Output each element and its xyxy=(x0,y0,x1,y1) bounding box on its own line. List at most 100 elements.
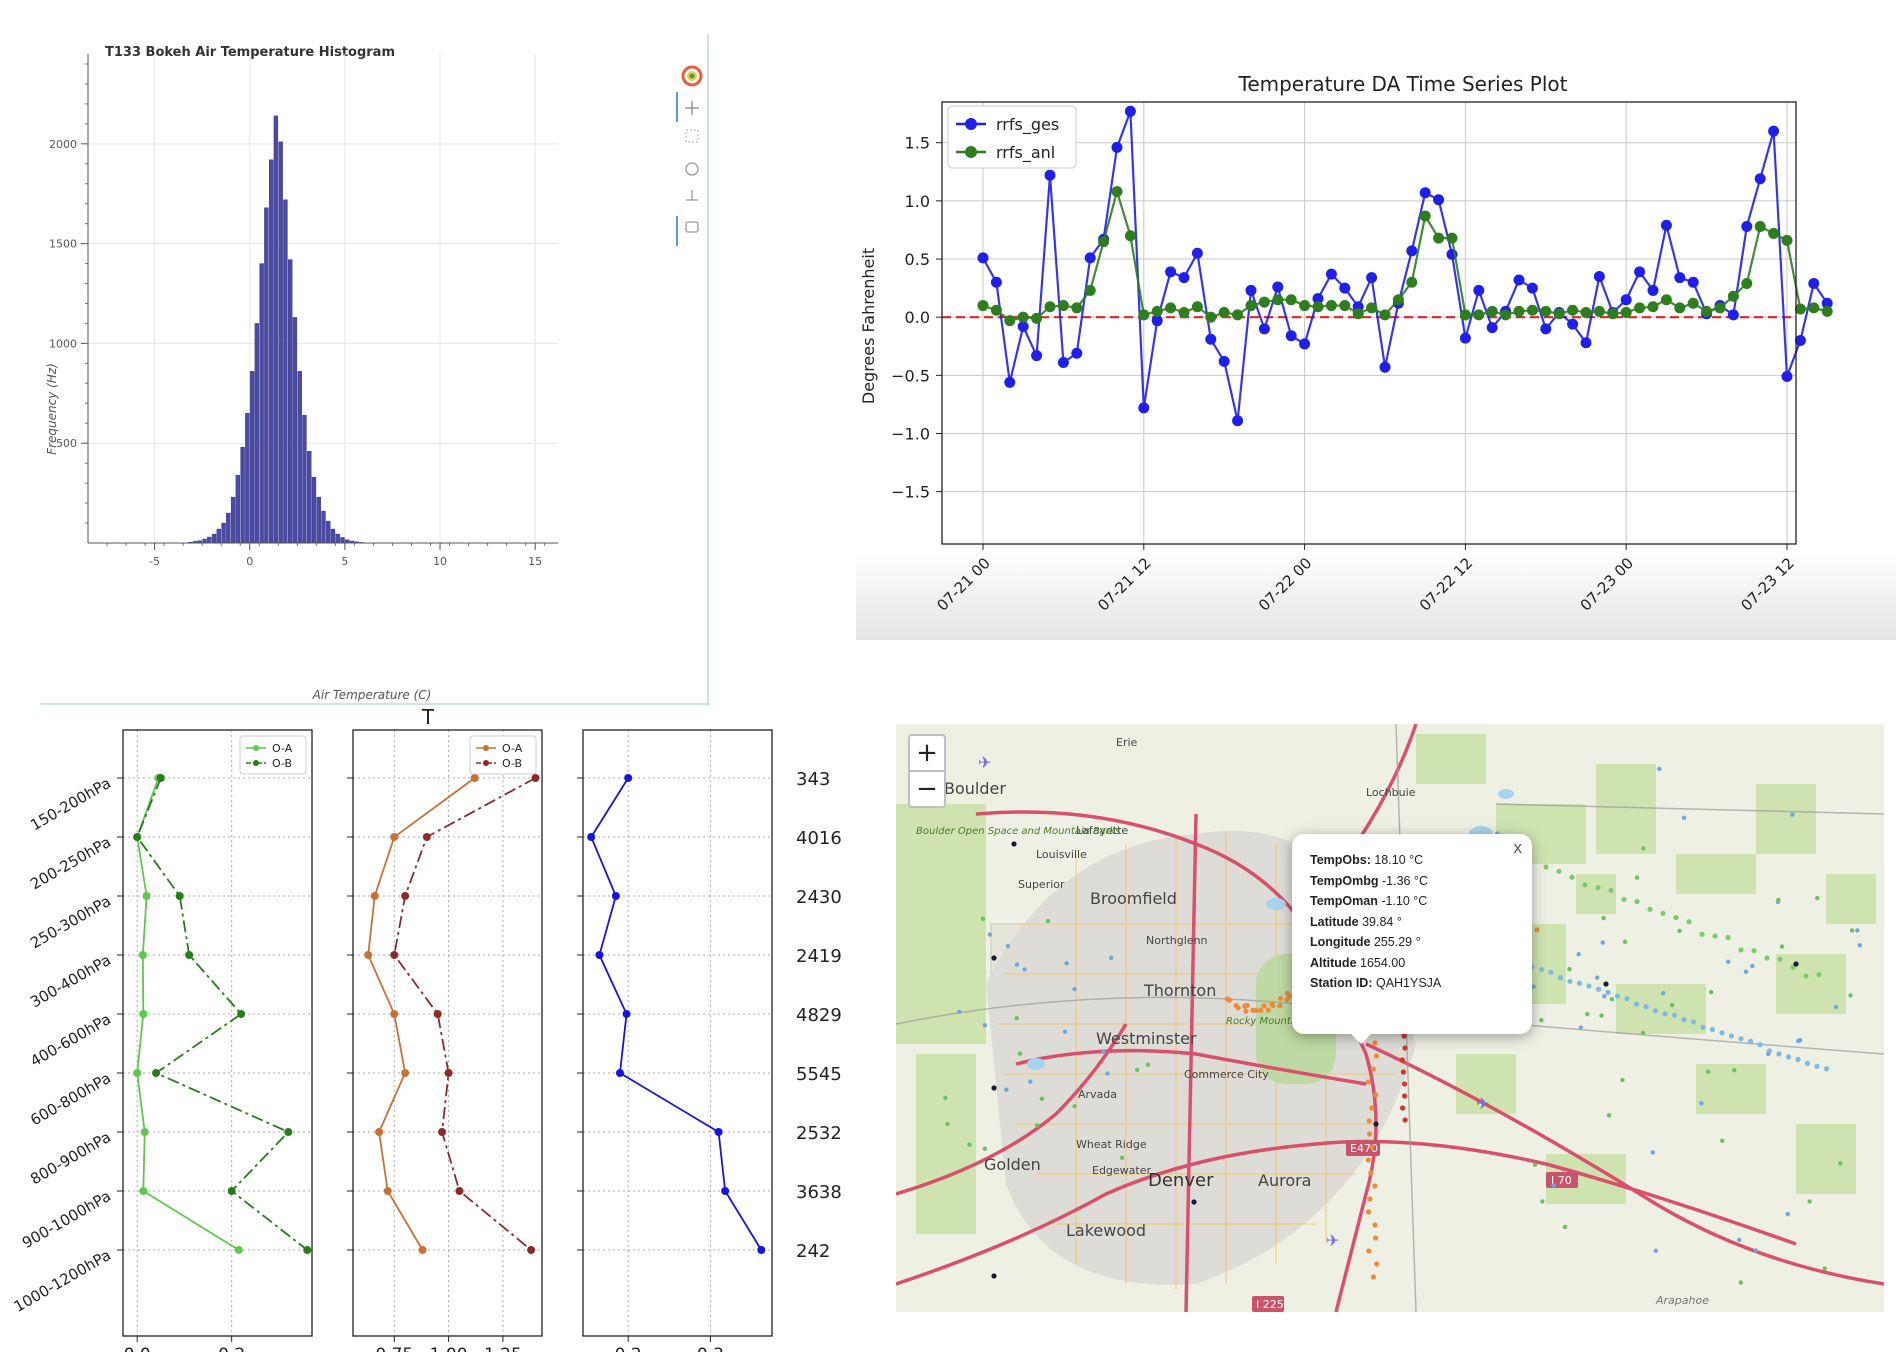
vertical-profile-chart: T 0.00.2BIASO-AO-B0.751.001.25RMSO-AO-B0… xyxy=(11,705,842,1356)
station-marker xyxy=(1848,993,1853,998)
station-marker xyxy=(1578,1025,1583,1030)
point-rrfs_ges xyxy=(1004,376,1016,388)
station-marker xyxy=(1543,864,1549,870)
point-rrfs_ges xyxy=(1580,337,1592,349)
profile-count-label: 5545 xyxy=(796,1064,842,1085)
station-marker xyxy=(1538,966,1545,973)
histogram-bar xyxy=(283,199,288,544)
station-marker xyxy=(1556,868,1562,874)
point-rrfs_ges xyxy=(1071,347,1083,359)
station-marker xyxy=(1785,1211,1790,1217)
zoom-out-button[interactable]: − xyxy=(908,770,946,808)
station-marker xyxy=(957,1009,962,1014)
profile-point xyxy=(139,1187,148,1195)
station-marker xyxy=(1750,963,1755,969)
station-marker xyxy=(1399,1057,1405,1063)
station-marker xyxy=(1681,1017,1687,1023)
profile-frame xyxy=(122,729,313,1337)
station-marker xyxy=(1686,919,1692,925)
popup-row-value: -1.10 °C xyxy=(1381,894,1428,908)
station-marker xyxy=(1028,1079,1033,1084)
station-marker xyxy=(1005,944,1011,949)
station-marker xyxy=(1366,1248,1372,1254)
histogram-bar xyxy=(321,510,326,544)
point-rrfs_anl xyxy=(1111,186,1123,198)
bokeh-logo-icon[interactable] xyxy=(681,65,703,87)
station-marker xyxy=(1064,961,1069,966)
station-marker xyxy=(1661,991,1666,996)
station-marker xyxy=(1548,969,1554,975)
point-rrfs_anl xyxy=(1218,307,1230,319)
profile-legend-marker xyxy=(253,760,259,766)
reset-icon[interactable] xyxy=(685,162,699,176)
point-rrfs_ges xyxy=(1165,266,1177,278)
zoom-in-button[interactable]: + xyxy=(908,734,946,772)
place-louisville: Louisville xyxy=(1036,848,1087,861)
station-marker xyxy=(1401,1081,1408,1087)
profile-point xyxy=(234,1246,243,1254)
histogram-bar xyxy=(326,520,331,544)
popup-row: Latitude 39.84 ° xyxy=(1310,912,1514,933)
popup-row-value: 1654.00 xyxy=(1360,955,1406,970)
station-marker xyxy=(1603,981,1609,987)
station-marker xyxy=(1277,995,1284,1001)
station-marker xyxy=(1034,1123,1040,1128)
histogram-bar xyxy=(221,522,226,544)
point-rrfs_anl xyxy=(1379,309,1391,321)
timeseries-chart: Temperature DA Time Series Plot −1.5 −1.0… xyxy=(856,72,1896,640)
profile-point xyxy=(721,1187,730,1195)
pan-icon[interactable] xyxy=(685,101,699,115)
station-marker xyxy=(1372,1040,1378,1046)
profile-legend-marker xyxy=(253,745,259,751)
station-marker xyxy=(1569,874,1575,880)
station-marker xyxy=(1368,1170,1374,1176)
station-marker xyxy=(1622,939,1628,945)
popup-row-key: Latitude xyxy=(1310,914,1363,929)
station-marker xyxy=(1614,993,1621,999)
point-rrfs_anl xyxy=(1017,311,1029,323)
station-marker xyxy=(1793,961,1799,967)
point-rrfs_anl xyxy=(1124,230,1136,242)
timeseries-legend: rrfs_ges rrfs_anl xyxy=(947,105,1077,169)
point-rrfs_anl xyxy=(1098,236,1110,248)
station-marker xyxy=(1776,1051,1782,1057)
point-rrfs_anl xyxy=(1178,307,1190,319)
point-rrfs_anl xyxy=(1446,232,1458,244)
profile-xtick-label: 0.3 xyxy=(697,1345,724,1352)
legend-label-ges: rrfs_ges xyxy=(996,115,1059,135)
station-marker xyxy=(1605,989,1611,995)
save-icon[interactable] xyxy=(686,190,698,201)
popup-row: Longitude 255.29 ° xyxy=(1310,932,1514,953)
point-rrfs_ges xyxy=(1808,277,1820,289)
point-rrfs_ges xyxy=(1272,281,1284,293)
box-zoom-icon[interactable] xyxy=(685,129,699,143)
station-marker xyxy=(1072,986,1077,992)
point-rrfs_ges xyxy=(1366,272,1378,284)
station-marker xyxy=(1620,1077,1625,1083)
station-map[interactable]: Erie Boulder Lochbuie Lafayette Louisvil… xyxy=(896,724,1884,1312)
station-marker xyxy=(1650,1150,1656,1155)
station-marker xyxy=(1567,966,1572,972)
point-rrfs_anl xyxy=(1205,311,1217,323)
profile-point xyxy=(527,1246,536,1254)
histogram-xtick-label: 5 xyxy=(341,555,348,568)
popup-close-button[interactable]: x xyxy=(1513,838,1523,857)
profile-xtick-label: 0.0 xyxy=(124,1345,151,1352)
profile-point xyxy=(401,1069,410,1077)
point-rrfs_anl xyxy=(1540,305,1552,317)
point-rrfs_ges xyxy=(1486,322,1498,334)
point-rrfs_ges xyxy=(1245,284,1257,296)
histogram-bar xyxy=(297,371,302,544)
station-marker xyxy=(1534,927,1540,933)
point-rrfs_ges xyxy=(1741,220,1753,232)
profile-point xyxy=(470,774,479,782)
hover-icon[interactable] xyxy=(685,221,699,233)
point-rrfs_anl xyxy=(1245,300,1257,312)
point-rrfs_anl xyxy=(1727,290,1739,302)
profile-point xyxy=(152,1069,161,1077)
timeseries-ytick-label: 0.0 xyxy=(905,308,930,327)
station-marker xyxy=(1400,1105,1406,1111)
point-rrfs_ges xyxy=(1258,323,1270,335)
station-marker xyxy=(1624,996,1630,1002)
station-marker xyxy=(1370,1066,1376,1072)
